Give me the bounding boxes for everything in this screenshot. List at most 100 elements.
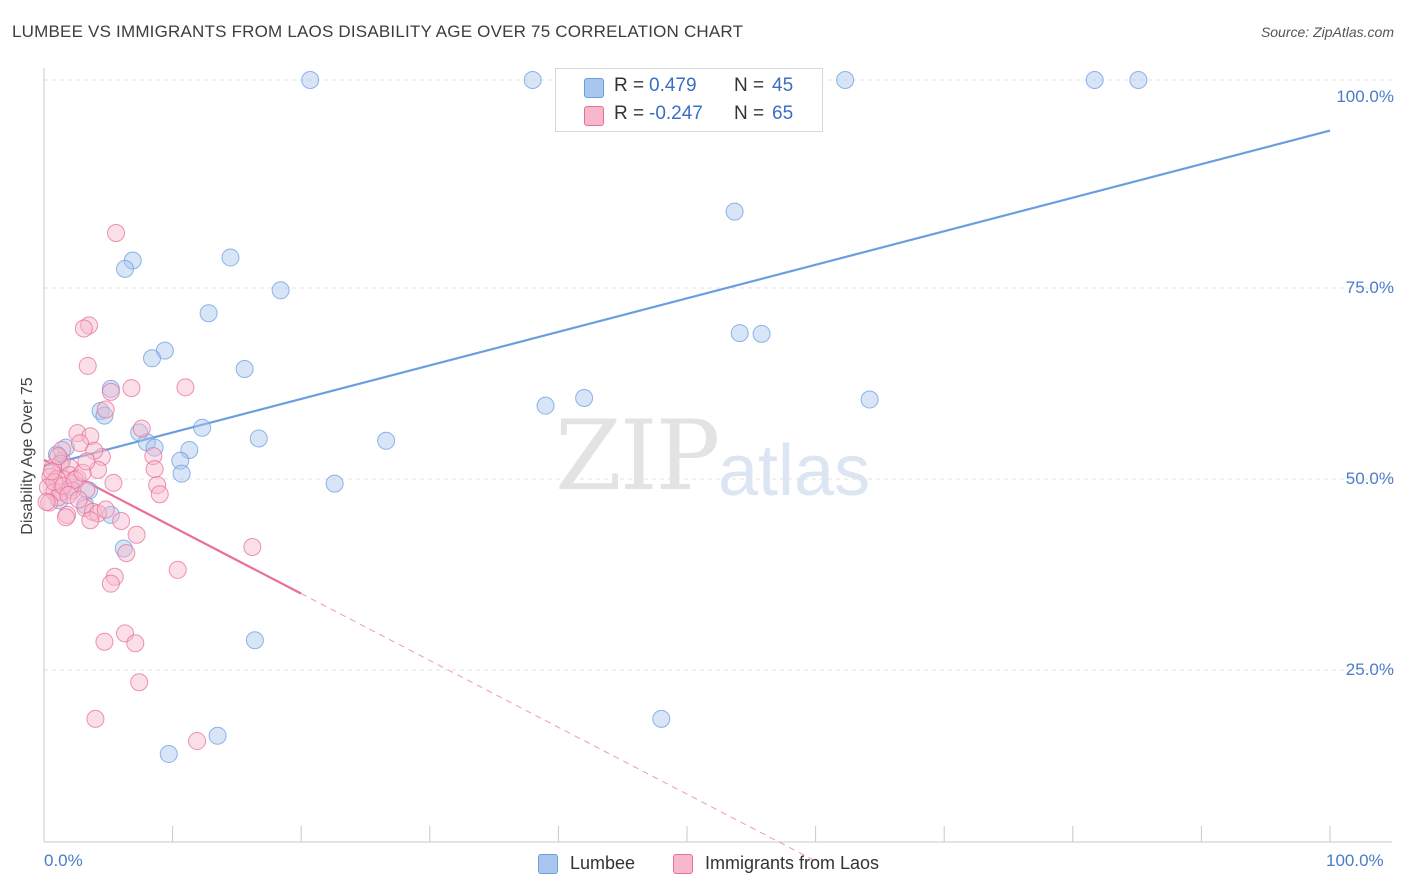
data-point-laos — [65, 470, 84, 489]
data-point-laos — [54, 476, 73, 495]
data-point-lumbee — [752, 324, 771, 343]
y-tick-50: 50.0% — [1345, 469, 1394, 488]
data-point-laos — [112, 512, 131, 531]
axes — [43, 68, 1392, 843]
data-point-lumbee — [301, 71, 320, 89]
data-point-laos — [96, 500, 115, 519]
data-point-laos — [49, 447, 68, 466]
data-point-laos — [104, 473, 123, 492]
data-point-laos — [243, 537, 262, 556]
chart-title: LUMBEE VS IMMIGRANTS FROM LAOS DISABILIT… — [12, 22, 744, 41]
data-point-lumbee — [249, 429, 268, 448]
data-point-lumbee — [171, 451, 190, 470]
r-label: R = — [614, 75, 645, 96]
data-point-laos — [59, 486, 78, 505]
data-point-laos — [107, 223, 126, 242]
r-value: 0.479 — [649, 75, 697, 96]
data-point-lumbee — [199, 304, 218, 323]
lumbee-legend-swatch — [538, 854, 558, 874]
data-point-lumbee — [377, 431, 396, 450]
data-point-laos — [42, 462, 61, 481]
y-tick-75: 75.0% — [1345, 278, 1394, 297]
data-point-lumbee — [271, 281, 290, 300]
data-point-laos — [78, 356, 97, 375]
laos-swatch — [584, 106, 604, 126]
data-point-lumbee — [325, 474, 344, 493]
data-point-laos — [73, 463, 92, 482]
data-point-laos — [144, 447, 163, 466]
data-point-lumbee — [1129, 71, 1148, 89]
data-point-laos — [132, 419, 151, 438]
data-point-lumbee — [860, 390, 879, 409]
stats-legend: R = 0.479 N = 45 R = -0.247 N = 65 — [555, 68, 823, 132]
data-point-lumbee — [208, 726, 227, 745]
y-axis-label: Disability Age Over 75 — [19, 377, 36, 535]
data-point-lumbee — [536, 396, 555, 415]
data-point-lumbee — [235, 359, 254, 378]
watermark-zip: ZIP — [555, 400, 720, 512]
y-tick-100: 100.0% — [1336, 87, 1394, 106]
legend-row-laos: R = -0.247 N = 65 — [556, 100, 822, 128]
lumbee-swatch — [584, 78, 604, 98]
data-point-laos — [130, 673, 149, 692]
legend-row-lumbee: R = 0.479 N = 45 — [556, 72, 822, 100]
data-point-lumbee — [143, 349, 162, 368]
n-value: 45 — [772, 75, 794, 96]
source-label: Source: ZipAtlas.com — [1260, 24, 1394, 40]
data-point-laos — [95, 632, 114, 651]
data-point-laos — [86, 709, 105, 728]
data-point-laos — [101, 574, 120, 593]
data-point-laos — [96, 400, 115, 419]
data-point-laos — [168, 560, 187, 579]
x-tick-min: 0.0% — [44, 851, 83, 870]
laos-legend-swatch — [673, 854, 693, 874]
data-point-laos — [122, 379, 141, 398]
data-point-laos — [77, 452, 96, 471]
r-label: R = — [614, 103, 645, 124]
data-point-lumbee — [730, 324, 749, 343]
n-label: N = — [734, 103, 765, 124]
data-point-laos — [77, 480, 96, 499]
data-point-laos — [145, 460, 164, 479]
x-tick-max: 100.0% — [1326, 851, 1384, 870]
data-point-laos — [150, 485, 169, 504]
data-point-laos — [74, 319, 93, 338]
trend-line-extension-1 — [300, 593, 816, 862]
data-point-laos — [127, 525, 146, 544]
lumbee-legend-label: Lumbee — [570, 853, 636, 873]
data-point-lumbee — [221, 248, 240, 267]
y-tick-25: 25.0% — [1345, 660, 1394, 679]
data-point-laos — [101, 382, 120, 401]
data-point-laos — [71, 434, 90, 453]
trend-lines — [43, 129, 1331, 862]
data-point-lumbee — [523, 71, 542, 89]
data-point-lumbee — [652, 709, 671, 728]
data-point-lumbee — [159, 745, 178, 764]
data-point-lumbee — [725, 202, 744, 221]
data-point-laos — [37, 492, 56, 511]
data-point-lumbee — [193, 418, 212, 437]
data-point-laos — [126, 634, 145, 653]
data-point-laos — [176, 378, 195, 397]
data-point-lumbee — [172, 464, 191, 483]
r-value: -0.247 — [649, 103, 703, 124]
data-point-laos — [81, 511, 100, 530]
trend-line-0 — [43, 129, 1331, 468]
data-point-lumbee — [245, 631, 264, 650]
data-point-laos — [117, 544, 136, 563]
data-point-laos — [56, 508, 75, 527]
data-point-lumbee — [836, 71, 855, 89]
data-point-lumbee — [101, 505, 120, 524]
data-point-lumbee — [575, 389, 594, 408]
data-point-lumbee — [180, 440, 199, 459]
n-value: 65 — [772, 103, 794, 124]
n-label: N = — [734, 75, 765, 96]
data-point-laos — [69, 490, 88, 509]
data-point-laos — [45, 473, 64, 492]
data-points — [37, 71, 1148, 764]
data-point-laos — [80, 316, 99, 335]
laos-legend-label: Immigrants from Laos — [705, 853, 880, 873]
data-point-lumbee — [95, 406, 114, 425]
data-point-lumbee — [1085, 71, 1104, 89]
